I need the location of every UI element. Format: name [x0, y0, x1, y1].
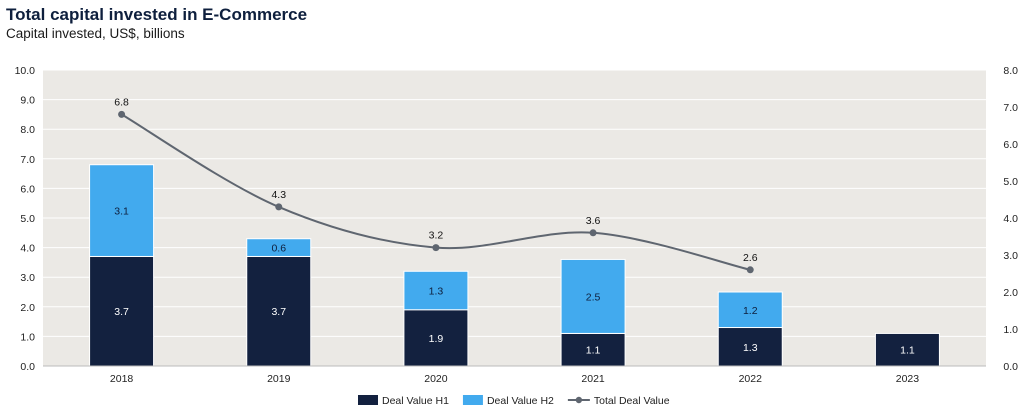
y-left-tick-label: 7.0 [20, 154, 35, 166]
y-left-tick-label: 1.0 [20, 331, 35, 343]
y-left-tick-label: 9.0 [20, 95, 35, 107]
bar-h1 [717, 327, 783, 367]
legend-label: Total Deal Value [594, 395, 670, 407]
x-tick-label: 2019 [267, 373, 291, 385]
y-axis-right: 0.0 1.0 2.0 3.0 4.0 5.0 6.0 7.0 8.0 [1003, 65, 1018, 373]
y-right-tick-label: 3.0 [1003, 250, 1018, 262]
y-right-tick-label: 5.0 [1003, 176, 1018, 188]
bar-h2-label: 1.2 [743, 305, 758, 317]
y-left-tick-label: 5.0 [20, 213, 35, 225]
bar-h2 [717, 291, 783, 329]
bar-h1 [560, 332, 626, 367]
bar-h1 [403, 309, 469, 367]
total-deal-value-label: 4.3 [271, 189, 286, 201]
bar-h1 [246, 255, 312, 367]
total-deal-value-label: 2.6 [743, 252, 758, 264]
bar-h2 [89, 164, 155, 257]
y-left-tick-label: 2.0 [20, 302, 35, 314]
bar-h2 [246, 238, 312, 257]
bar-h2-label: 2.5 [586, 291, 601, 303]
bar-h1-label: 3.7 [114, 306, 129, 318]
bar-h1-label: 3.7 [271, 306, 286, 318]
x-tick-label: 2023 [896, 373, 920, 385]
legend-label: Deal Value H2 [487, 395, 554, 407]
legend-swatch [462, 395, 483, 405]
gridlines [43, 69, 986, 337]
chart-title: Total capital invested in E-Commerce [6, 5, 308, 24]
x-tick-label: 2018 [110, 373, 134, 385]
y-left-tick-label: 4.0 [20, 243, 35, 255]
y-left-tick-label: 3.0 [20, 272, 35, 284]
bar-h1-label: 1.9 [429, 333, 444, 345]
y-right-tick-label: 0.0 [1003, 361, 1018, 373]
bars: 3.7 3.1 3.7 0.6 1.9 1.3 1.1 2.5 1.3 1.2 1.1 [89, 164, 940, 367]
total-line: 6.8 4.3 3.2 3.6 2.6 [114, 96, 758, 274]
y-right-tick-label: 4.0 [1003, 213, 1018, 225]
total-deal-value-point [746, 266, 754, 274]
total-deal-value-point [275, 203, 283, 211]
total-deal-value-label: 6.8 [114, 96, 129, 108]
y-right-tick-label: 6.0 [1003, 139, 1018, 151]
total-deal-value-point [432, 244, 440, 252]
bar-h1-label: 1.1 [586, 345, 601, 357]
bar-h2-label: 3.1 [114, 206, 129, 218]
y-right-tick-label: 7.0 [1003, 102, 1018, 114]
bar-h2 [560, 258, 626, 334]
y-left-tick-label: 10.0 [15, 65, 36, 77]
bar-h1-label: 1.1 [900, 345, 915, 357]
bar-h2 [403, 270, 469, 311]
total-deal-value-point [118, 110, 126, 118]
bar-h2-label: 0.6 [271, 243, 286, 255]
bar-h1-label: 1.3 [743, 342, 758, 354]
x-tick-label: 2021 [581, 373, 605, 385]
y-left-tick-label: 6.0 [20, 183, 35, 195]
legend-swatch [358, 395, 378, 405]
x-tick-label: 2022 [739, 373, 763, 385]
legend-marker [575, 396, 583, 404]
bar-h2-label: 1.3 [429, 286, 444, 298]
y-right-tick-label: 8.0 [1003, 65, 1018, 77]
y-right-tick-label: 1.0 [1003, 324, 1018, 336]
y-right-tick-label: 2.0 [1003, 287, 1018, 299]
legend: Deal Value H1 Deal Value H2 Total Deal Val… [358, 395, 670, 407]
total-deal-value-point [589, 229, 597, 237]
x-tick-label: 2020 [424, 373, 448, 385]
legend-label: Deal Value H1 [382, 395, 449, 407]
x-axis: 2018 2019 2020 2021 2022 2023 [43, 365, 986, 385]
y-left-tick-label: 8.0 [20, 124, 35, 136]
total-deal-value-label: 3.2 [429, 230, 444, 242]
chart-subtitle: Capital invested, US$, billions [6, 26, 185, 41]
y-left-tick-label: 0.0 [20, 361, 35, 373]
total-deal-value-label: 3.6 [586, 215, 601, 227]
y-axis-left: 0.0 1.0 2.0 3.0 4.0 5.0 6.0 7.0 8.0 9.0 10.0 [15, 65, 36, 373]
